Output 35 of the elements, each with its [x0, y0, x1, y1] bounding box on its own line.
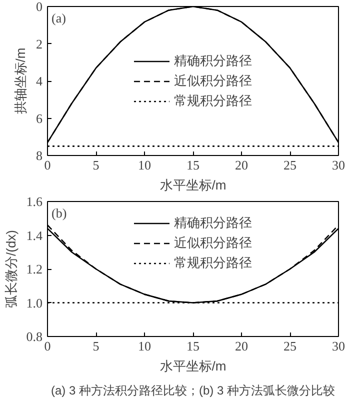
y-axis-title: 弧长微分/(dx) [3, 230, 18, 308]
x-tick-label: 25 [284, 338, 296, 354]
x-tick-label: 20 [235, 338, 248, 354]
y-tick-label: 0.8 [26, 329, 42, 344]
y-tick-label: 1.6 [26, 194, 43, 209]
y-tick-label: 0 [36, 0, 42, 14]
x-axis-title: 水平坐标/m [160, 358, 226, 374]
annotation: (b) [52, 206, 67, 220]
y-tick-label: 1.0 [26, 295, 42, 310]
legend-label: 常规积分路径 [174, 92, 252, 110]
text: (a) 3 种方法积分路径比较；(b) 3 种方法弧长微分比较 [50, 384, 336, 398]
x-tick-label: 5 [92, 338, 100, 354]
x-tick-label: 5 [92, 158, 100, 172]
y-tick-label: 8 [36, 148, 42, 163]
x-tick-label: 10 [138, 338, 151, 354]
x-tick-label: 30 [332, 158, 345, 172]
x-tick-label: 30 [332, 338, 345, 354]
legend-label: 精确积分路径 [174, 214, 252, 232]
y-tick-label: 1.4 [26, 228, 43, 243]
y-tick-label: 2 [36, 36, 42, 52]
y-tick-label: 1.2 [26, 262, 42, 276]
x-tick-label: 15 [186, 338, 200, 354]
x-tick-label: 20 [235, 158, 248, 172]
y-axis-title: 拱轴坐标/m [13, 48, 28, 114]
annotation: (a) [52, 10, 66, 26]
y-tick-label: 4 [36, 74, 43, 88]
x-axis-title: 水平坐标/m [160, 178, 226, 192]
x-tick-label: 15 [186, 158, 200, 172]
legend-label: 常规积分路径 [174, 254, 252, 272]
legend-label: 近似积分路径 [174, 234, 252, 252]
legend-label: 近似积分路径 [174, 72, 252, 90]
x-tick-label: 25 [284, 158, 296, 172]
y-tick-label: 6 [36, 110, 43, 126]
x-tick-label: 10 [138, 158, 151, 172]
legend-label: 精确积分路径 [174, 52, 252, 70]
